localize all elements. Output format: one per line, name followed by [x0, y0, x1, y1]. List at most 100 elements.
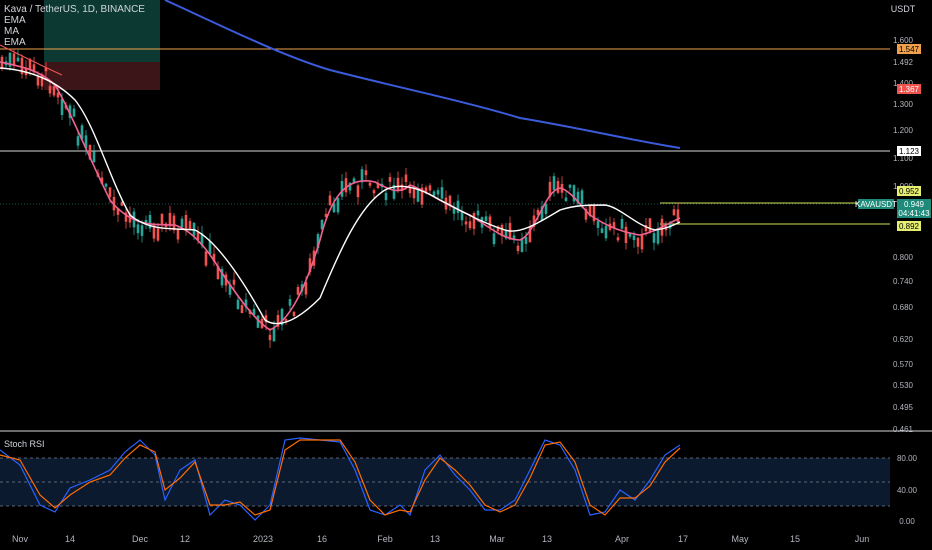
indicator-ema-1[interactable]: EMA: [4, 15, 26, 26]
candle-down: [644, 225, 648, 232]
candle-down: [160, 213, 164, 225]
candle-down: [404, 174, 408, 182]
candle-up: [208, 240, 212, 255]
candle-up: [576, 191, 580, 204]
candle-up: [84, 135, 88, 149]
candle-down: [212, 253, 216, 262]
candle-up: [352, 178, 356, 183]
candle-down: [56, 92, 60, 98]
candle-down: [184, 214, 188, 229]
candle-down: [152, 225, 156, 239]
candle-up: [540, 206, 544, 221]
candle-up: [600, 228, 604, 233]
candle-up: [220, 268, 224, 286]
y-tick-label: 0.461: [893, 425, 914, 434]
candle-up: [320, 219, 324, 230]
candle-down: [232, 279, 236, 285]
candle-up: [504, 229, 508, 239]
candle-down: [364, 170, 368, 176]
currency-label: USDT: [891, 4, 916, 14]
candle-down: [408, 187, 412, 194]
x-tick-label: Mar: [489, 534, 505, 544]
candle-down: [496, 226, 500, 232]
candle-down: [612, 222, 616, 228]
price-badge-text: 0.949: [904, 200, 925, 209]
ma-mid-line: [0, 67, 681, 325]
indicator-ema-2[interactable]: EMA: [4, 37, 26, 48]
position-box[interactable]: [44, 0, 160, 90]
price-badge-text: KAVAUSDT: [855, 200, 897, 209]
candle-up: [76, 136, 80, 146]
candle-up: [552, 176, 556, 191]
candle-down: [464, 221, 468, 225]
x-tick-label: 13: [430, 534, 440, 544]
y-tick-label: 1.100: [893, 154, 914, 163]
candle-down: [624, 226, 628, 243]
candle-down: [108, 187, 112, 198]
candle-down: [304, 282, 308, 295]
candle-down: [176, 228, 180, 240]
candle-down: [28, 58, 32, 70]
y-tick-label: 1.492: [893, 58, 914, 67]
candle-up: [632, 235, 636, 241]
y-tick-label: 1.300: [893, 100, 914, 109]
candle-up: [620, 219, 624, 229]
candle-up: [596, 221, 600, 228]
candle-up: [236, 299, 240, 310]
candle-down: [88, 144, 92, 160]
candle-down: [448, 195, 452, 206]
price-badge: [897, 146, 921, 156]
indicator-ma[interactable]: MA: [4, 26, 19, 37]
y-tick-label: 1.600: [893, 36, 914, 45]
candle-down: [44, 67, 48, 72]
stoch-rsi-pane[interactable]: [0, 437, 890, 521]
candle-up: [252, 308, 256, 316]
time-axis[interactable]: Nov 14 Dec 12 2023 16 Feb 13 Mar 13 Apr 17 May 15 Jun: [12, 534, 869, 544]
candle-up: [524, 237, 528, 244]
rsi-tick-label: 0.00: [899, 517, 915, 526]
candle-up: [16, 57, 20, 62]
candle-up: [244, 299, 248, 308]
symbol-title[interactable]: Kava / TetherUS, 1D, BINANCE: [4, 4, 145, 15]
candle-down: [12, 53, 16, 66]
candle-down: [356, 185, 360, 198]
candle-up: [544, 203, 548, 214]
y-tick-label: 0.800: [893, 253, 914, 262]
candle-up: [68, 105, 72, 119]
rsi-axis[interactable]: 80.00 40.00 0.00: [897, 454, 918, 526]
y-tick-label: 1.400: [893, 79, 914, 88]
price-badge: [897, 186, 921, 196]
x-tick-label: 16: [317, 534, 327, 544]
x-tick-label: Apr: [615, 534, 629, 544]
price-badge-text: 1.547: [899, 45, 920, 54]
candle-up: [604, 225, 608, 239]
candle-down: [388, 176, 392, 182]
candle-down: [124, 212, 128, 222]
y-tick-label: 0.570: [893, 360, 914, 369]
candle-down: [284, 319, 288, 323]
candle-down: [188, 221, 192, 230]
candle-up: [200, 233, 204, 246]
candle-up: [256, 315, 260, 328]
candle-down: [368, 182, 372, 186]
candle-down: [424, 187, 428, 193]
candle-down: [52, 86, 56, 96]
candle-down: [292, 311, 296, 317]
candle-up: [360, 169, 364, 183]
ma-long-line: [164, 0, 681, 149]
candle-up: [288, 299, 292, 306]
candle-up: [136, 224, 140, 234]
candle-down: [204, 251, 208, 266]
candle-down: [40, 74, 44, 87]
price-badge-text: 1.367: [899, 85, 920, 94]
candle-down: [588, 204, 592, 216]
candle-down: [672, 209, 676, 216]
stoch-rsi-title[interactable]: Stoch RSI: [4, 439, 45, 449]
candle-up: [568, 184, 572, 188]
candle-down: [556, 181, 560, 193]
y-tick-label: 0.620: [893, 335, 914, 344]
candle-up: [180, 218, 184, 228]
candle-down: [32, 64, 36, 73]
